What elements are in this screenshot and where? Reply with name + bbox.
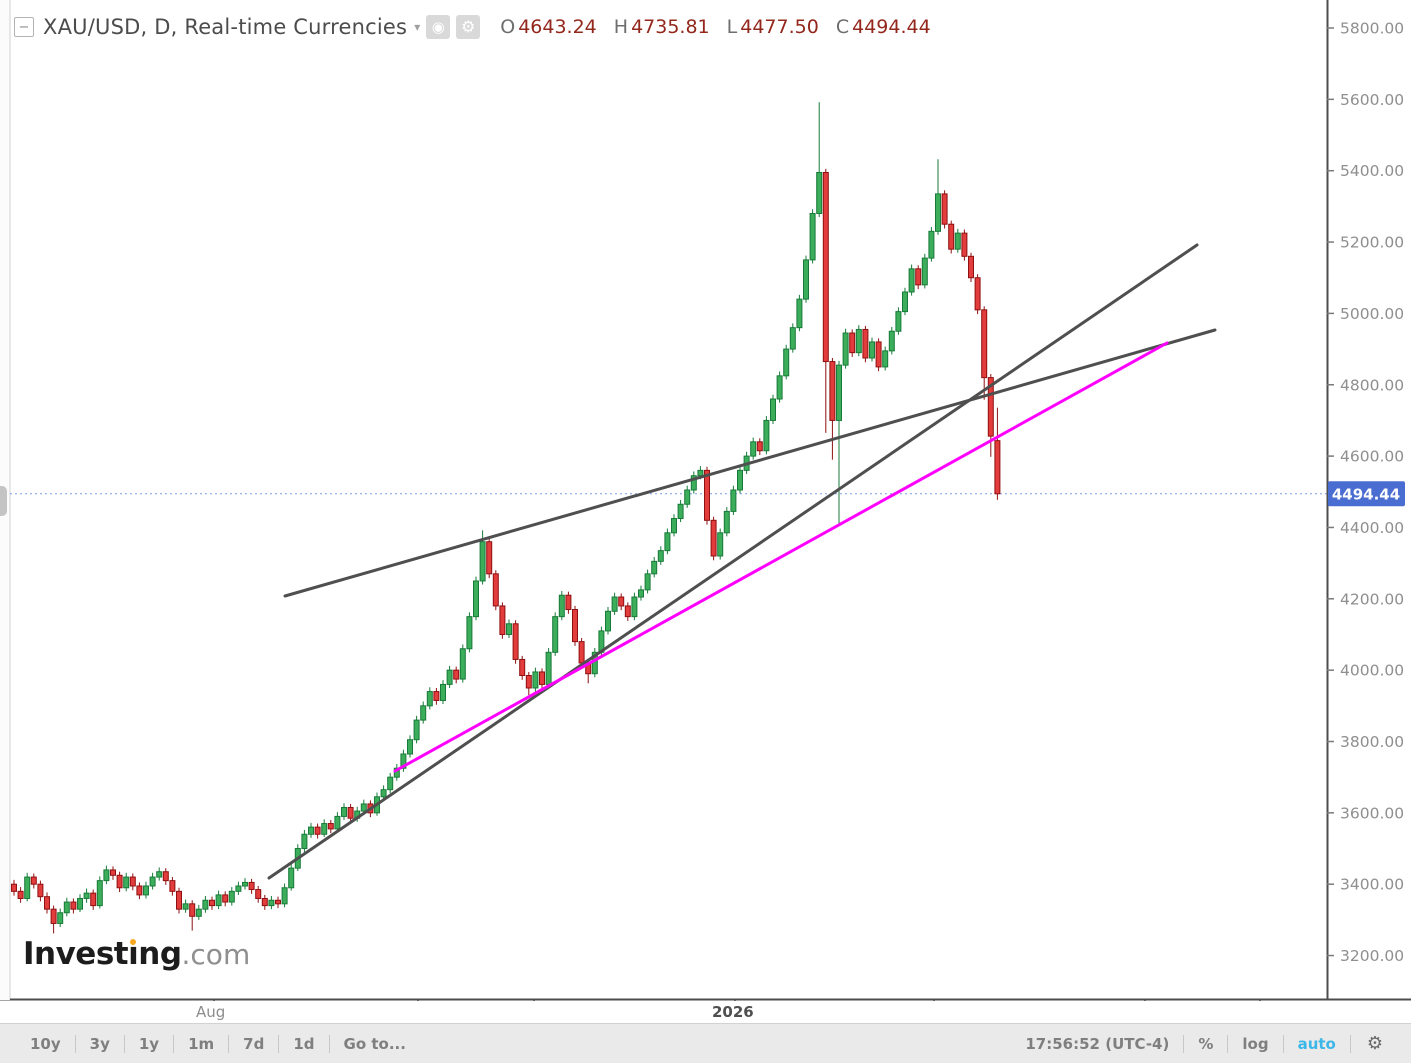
svg-text:5000.00: 5000.00 bbox=[1340, 305, 1404, 323]
time-label-2026: 2026 bbox=[712, 1003, 754, 1021]
svg-text:5600.00: 5600.00 bbox=[1340, 91, 1404, 109]
divider bbox=[1183, 1034, 1185, 1053]
log-scale-button[interactable]: log bbox=[1228, 1035, 1282, 1053]
ohlc-high: H 4735.81 bbox=[613, 16, 710, 38]
range-10y-button[interactable]: 10y bbox=[16, 1035, 75, 1053]
percent-scale-button[interactable]: % bbox=[1184, 1035, 1227, 1053]
divider bbox=[1349, 1034, 1351, 1053]
logo-orange-dot bbox=[130, 939, 137, 945]
chart-legend: − XAU/USD, D, Real-time Currencies ▾ ◉ ⚙… bbox=[14, 15, 948, 39]
gear-icon-button[interactable]: ⚙ bbox=[456, 15, 481, 39]
target-icon: ◉ bbox=[431, 17, 445, 36]
range-1m-button[interactable]: 1m bbox=[174, 1035, 228, 1053]
divider bbox=[123, 1034, 125, 1053]
gear-icon: ⚙ bbox=[461, 17, 476, 36]
range-3y-button[interactable]: 3y bbox=[76, 1035, 124, 1053]
svg-text:4200.00: 4200.00 bbox=[1340, 590, 1404, 608]
symbol-title: XAU/USD, D, Real-time Currencies bbox=[43, 15, 408, 39]
collapse-legend-button[interactable]: − bbox=[14, 17, 34, 37]
range-7d-button[interactable]: 7d bbox=[229, 1035, 278, 1053]
divider bbox=[278, 1034, 280, 1053]
svg-text:5200.00: 5200.00 bbox=[1340, 234, 1404, 252]
gear-icon: ⚙ bbox=[1366, 1033, 1383, 1054]
svg-text:3400.00: 3400.00 bbox=[1340, 876, 1404, 894]
price-chart-canvas[interactable]: 5800.00 5600.00 5400.00 5200.00 5000.00 4800.… bbox=[0, 0, 1411, 1001]
divider bbox=[74, 1034, 76, 1053]
svg-text:4400.00: 4400.00 bbox=[1340, 519, 1404, 537]
svg-text:4494.44: 4494.44 bbox=[1332, 485, 1400, 503]
panel-collapse-handle[interactable] bbox=[0, 486, 7, 516]
range-1d-button[interactable]: 1d bbox=[279, 1035, 328, 1053]
chevron-down-icon[interactable]: ▾ bbox=[414, 20, 421, 34]
divider bbox=[1282, 1034, 1284, 1053]
svg-text:3200.00: 3200.00 bbox=[1340, 947, 1404, 965]
divider bbox=[173, 1034, 175, 1053]
divider bbox=[228, 1034, 230, 1053]
svg-text:5400.00: 5400.00 bbox=[1340, 162, 1404, 180]
svg-text:4600.00: 4600.00 bbox=[1340, 448, 1404, 466]
ohlc-close: C 4494.44 bbox=[835, 16, 931, 38]
svg-text:4000.00: 4000.00 bbox=[1340, 662, 1404, 680]
auto-scale-button[interactable]: auto bbox=[1284, 1035, 1350, 1053]
ohlc-readout: O 4643.24 H 4735.81 L 4477.50 C 4494.44 bbox=[500, 16, 947, 38]
go-to-button[interactable]: Go to... bbox=[330, 1035, 420, 1053]
divider bbox=[328, 1034, 330, 1053]
time-label-aug: Aug bbox=[196, 1003, 226, 1021]
ohlc-open: O 4643.24 bbox=[500, 16, 597, 38]
bottom-toolbar: 10y 3y 1y 1m 7d 1d Go to... 17:56:52 (UT… bbox=[0, 1023, 1411, 1063]
range-1y-button[interactable]: 1y bbox=[125, 1035, 173, 1053]
svg-text:5800.00: 5800.00 bbox=[1340, 20, 1404, 38]
target-icon-button[interactable]: ◉ bbox=[426, 15, 451, 39]
toolbar-gear-button[interactable]: ⚙ bbox=[1351, 1033, 1395, 1054]
svg-text:4800.00: 4800.00 bbox=[1340, 376, 1404, 394]
svg-text:3800.00: 3800.00 bbox=[1340, 733, 1404, 751]
divider bbox=[1227, 1034, 1229, 1053]
left-strip bbox=[0, 0, 10, 1000]
clock[interactable]: 17:56:52 (UTC-4) bbox=[1025, 1034, 1170, 1053]
time-axis[interactable]: Aug 2026 bbox=[0, 1001, 1411, 1023]
ohlc-low: L 4477.50 bbox=[726, 16, 819, 38]
investing-logo: Investı ng.com bbox=[23, 936, 251, 972]
scale-controls: 17:56:52 (UTC-4) % log auto ⚙ bbox=[1011, 1033, 1395, 1054]
range-buttons: 10y 3y 1y 1m 7d 1d Go to... bbox=[16, 1034, 420, 1053]
svg-text:3600.00: 3600.00 bbox=[1340, 804, 1404, 822]
